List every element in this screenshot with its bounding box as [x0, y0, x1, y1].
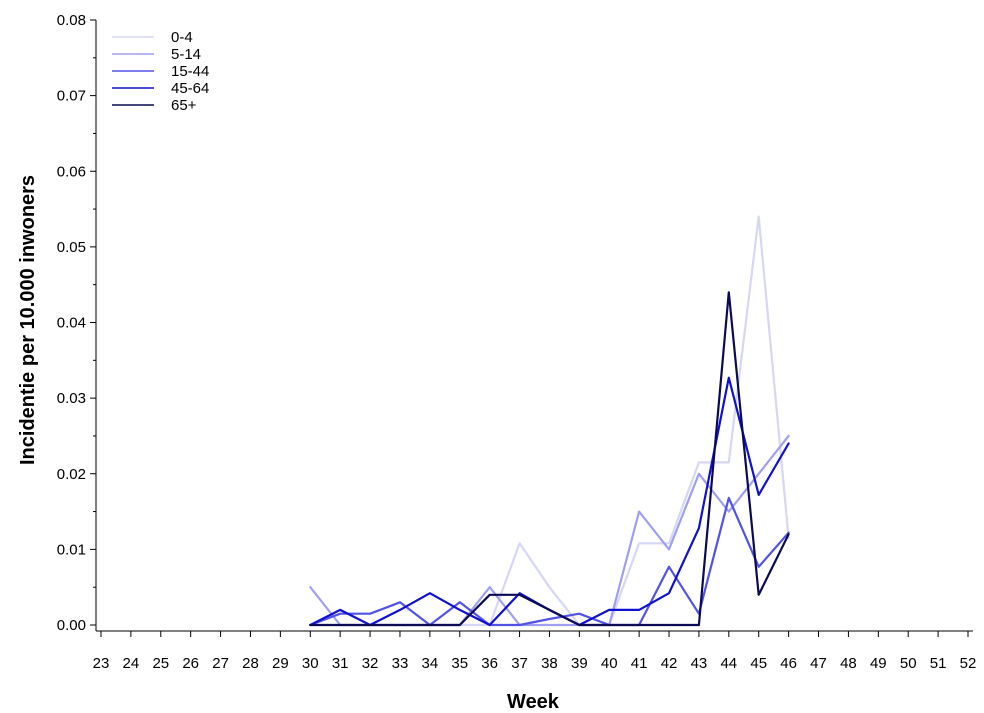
y-axis-title: Incidentie per 10.000 inwoners — [17, 175, 39, 465]
y-tick-label: 0.07 — [57, 88, 86, 105]
y-tick-label: 0.04 — [57, 315, 86, 332]
y-tick-label: 0.06 — [57, 163, 86, 180]
x-tick-label: 49 — [870, 655, 887, 672]
x-tick-label: 37 — [511, 655, 528, 672]
axes: 0.00 0.01 0.02 0.03 0.04 0.05 0.06 0.07 0.08 23 24… — [57, 12, 977, 672]
y-tick-label: 0.00 — [57, 617, 86, 634]
x-tick-label: 48 — [840, 655, 857, 672]
x-tick-label: 28 — [242, 655, 259, 672]
legend-label: 15-44 — [171, 63, 209, 80]
x-tick-label: 52 — [960, 655, 977, 672]
x-tick-label: 26 — [182, 655, 199, 672]
x-tick-label: 39 — [571, 655, 588, 672]
x-tick-label: 51 — [930, 655, 947, 672]
y-tick-label: 0.02 — [57, 466, 86, 483]
x-tick-label: 41 — [631, 655, 648, 672]
x-tick-label: 38 — [541, 655, 558, 672]
x-tick-label: 34 — [422, 655, 439, 672]
x-tick-label: 27 — [212, 655, 229, 672]
x-tick-label: 50 — [900, 655, 917, 672]
x-tick-label: 35 — [451, 655, 468, 672]
x-tick-label: 36 — [481, 655, 498, 672]
x-tick-label: 33 — [392, 655, 409, 672]
y-tick-label: 0.01 — [57, 541, 86, 558]
x-tick-label: 30 — [302, 655, 319, 672]
x-tick-label: 31 — [332, 655, 349, 672]
series-line-3 — [309, 496, 790, 627]
x-tick-label: 46 — [780, 655, 797, 672]
series-line-2 — [309, 434, 790, 627]
legend-label: 0-4 — [171, 29, 193, 46]
x-tick-label: 47 — [810, 655, 827, 672]
legend-label: 65+ — [171, 97, 197, 114]
series-line-5 — [309, 291, 790, 627]
y-tick-label: 0.08 — [57, 12, 86, 29]
x-tick-label: 43 — [691, 655, 708, 672]
x-tick-label: 24 — [123, 655, 140, 672]
x-tick-label: 23 — [93, 655, 110, 672]
x-axis-title: Week — [507, 691, 560, 713]
legend-label: 5-14 — [171, 46, 201, 63]
x-tick-label: 44 — [720, 655, 737, 672]
y-tick-label: 0.05 — [57, 239, 86, 256]
x-tick-label: 29 — [272, 655, 289, 672]
x-tick-label: 42 — [661, 655, 678, 672]
y-tick-label: 0.03 — [57, 390, 86, 407]
x-tick-label: 25 — [152, 655, 169, 672]
x-tick-label: 45 — [750, 655, 767, 672]
x-tick-label: 40 — [601, 655, 618, 672]
series-lines — [309, 215, 790, 627]
legend-label: 45-64 — [171, 80, 209, 97]
x-tick-label: 32 — [362, 655, 379, 672]
